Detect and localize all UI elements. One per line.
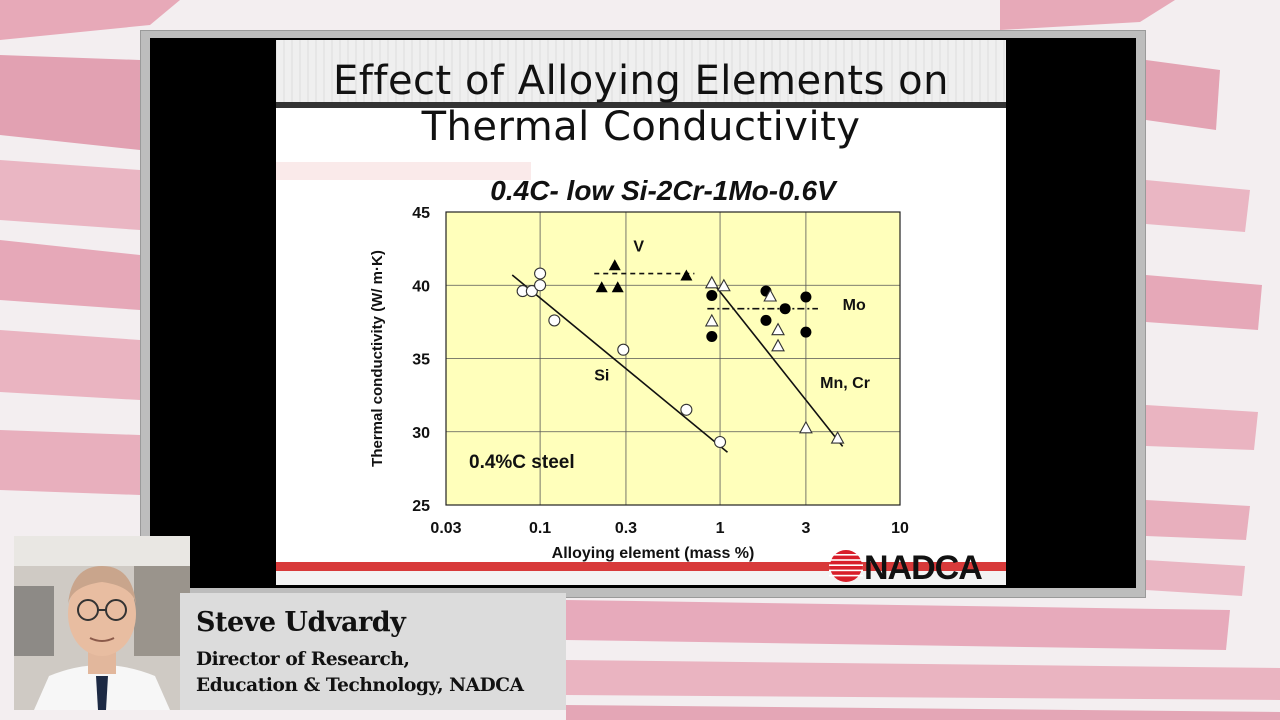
trend-line (715, 286, 844, 447)
annotation-steel: 0.4%C steel (469, 452, 575, 473)
slide-title-line-2: Thermal Conductivity (421, 104, 861, 150)
y-axis-label: Thermal conductivity (W/ m·K) (369, 250, 386, 467)
x-tick-label: 0.1 (529, 520, 551, 537)
slide-decoration (276, 40, 1006, 585)
data-point (680, 269, 693, 281)
data-point (617, 343, 630, 356)
data-point (704, 313, 719, 327)
series-label: Si (594, 367, 609, 384)
data-point (716, 278, 731, 292)
data-point (534, 267, 547, 280)
data-point (706, 290, 718, 302)
title-shadow-stripe (276, 162, 531, 180)
x-axis-label: Alloying element (mass %) (552, 545, 755, 562)
y-tick-label: 25 (412, 498, 430, 515)
title-rule (276, 102, 1006, 108)
presenter-portrait (14, 536, 190, 710)
presenter-name: Steve Udvardy (196, 607, 406, 638)
data-point (800, 326, 812, 338)
plot-border (445, 211, 901, 506)
data-point (771, 338, 785, 352)
footer-band (276, 571, 1006, 585)
nadca-logo-stripe (829, 564, 863, 566)
y-tick-label: 35 (412, 352, 430, 369)
slide-chart: 25 30 35 40 45 0.03 0.1 0.3 1 3 10 0.4C- low Si-2Cr… (276, 40, 1006, 585)
x-tick-label: 10 (891, 520, 909, 537)
nadca-logo-stripe (829, 569, 863, 572)
data-point (706, 331, 718, 343)
data-point (771, 322, 785, 336)
trend-line (511, 274, 729, 453)
nadca-logo (829, 550, 863, 582)
data-point (760, 314, 772, 326)
data-point (611, 281, 624, 293)
data-point (595, 281, 608, 293)
data-point (608, 259, 621, 271)
nadca-logo-stripe (829, 559, 863, 561)
data-point (548, 314, 561, 327)
y-tick-label: 30 (412, 425, 430, 442)
footer-bar (276, 562, 1006, 571)
data-point (525, 285, 538, 298)
slide-title: Effect of Alloying Elements on Thermal C… (276, 58, 1006, 150)
data-point (713, 435, 727, 449)
data-point (704, 275, 719, 289)
presenter-lower-third: Steve Udvardy Director of Research, Educ… (180, 593, 566, 710)
slide-title-line-1: Effect of Alloying Elements on (333, 58, 949, 104)
x-tick-label: 0.03 (430, 520, 461, 537)
x-tick-label: 3 (801, 520, 810, 537)
slide: 25 30 35 40 45 0.03 0.1 0.3 1 3 10 0.4C- low Si-2Cr… (276, 40, 1006, 585)
y-tick-label: 40 (412, 278, 430, 295)
data-point (830, 430, 845, 444)
x-tick-label: 0.3 (615, 520, 637, 537)
data-point (763, 288, 778, 302)
series-label: Mn, Cr (820, 375, 870, 392)
presenter-video (14, 536, 190, 710)
nadca-logo-text: NADCA (864, 549, 982, 585)
presenter-title-line-2: Education & Technology, NADCA (196, 675, 524, 696)
data-point (800, 291, 812, 303)
nadca-logo-stripe (829, 554, 863, 556)
y-tick-label: 45 (412, 205, 430, 222)
series-label: Mo (843, 297, 866, 314)
data-point (534, 279, 547, 292)
presenter-title-line-1: Director of Research, (196, 649, 410, 670)
data-point (779, 303, 791, 315)
chart-title: 0.4C- low Si-2Cr-1Mo-0.6V (490, 175, 838, 206)
data-point (798, 420, 813, 434)
nadca-logo-stripe (829, 574, 863, 577)
data-point (680, 403, 693, 416)
x-tick-label: 1 (716, 520, 725, 537)
series-label: V (633, 239, 644, 256)
